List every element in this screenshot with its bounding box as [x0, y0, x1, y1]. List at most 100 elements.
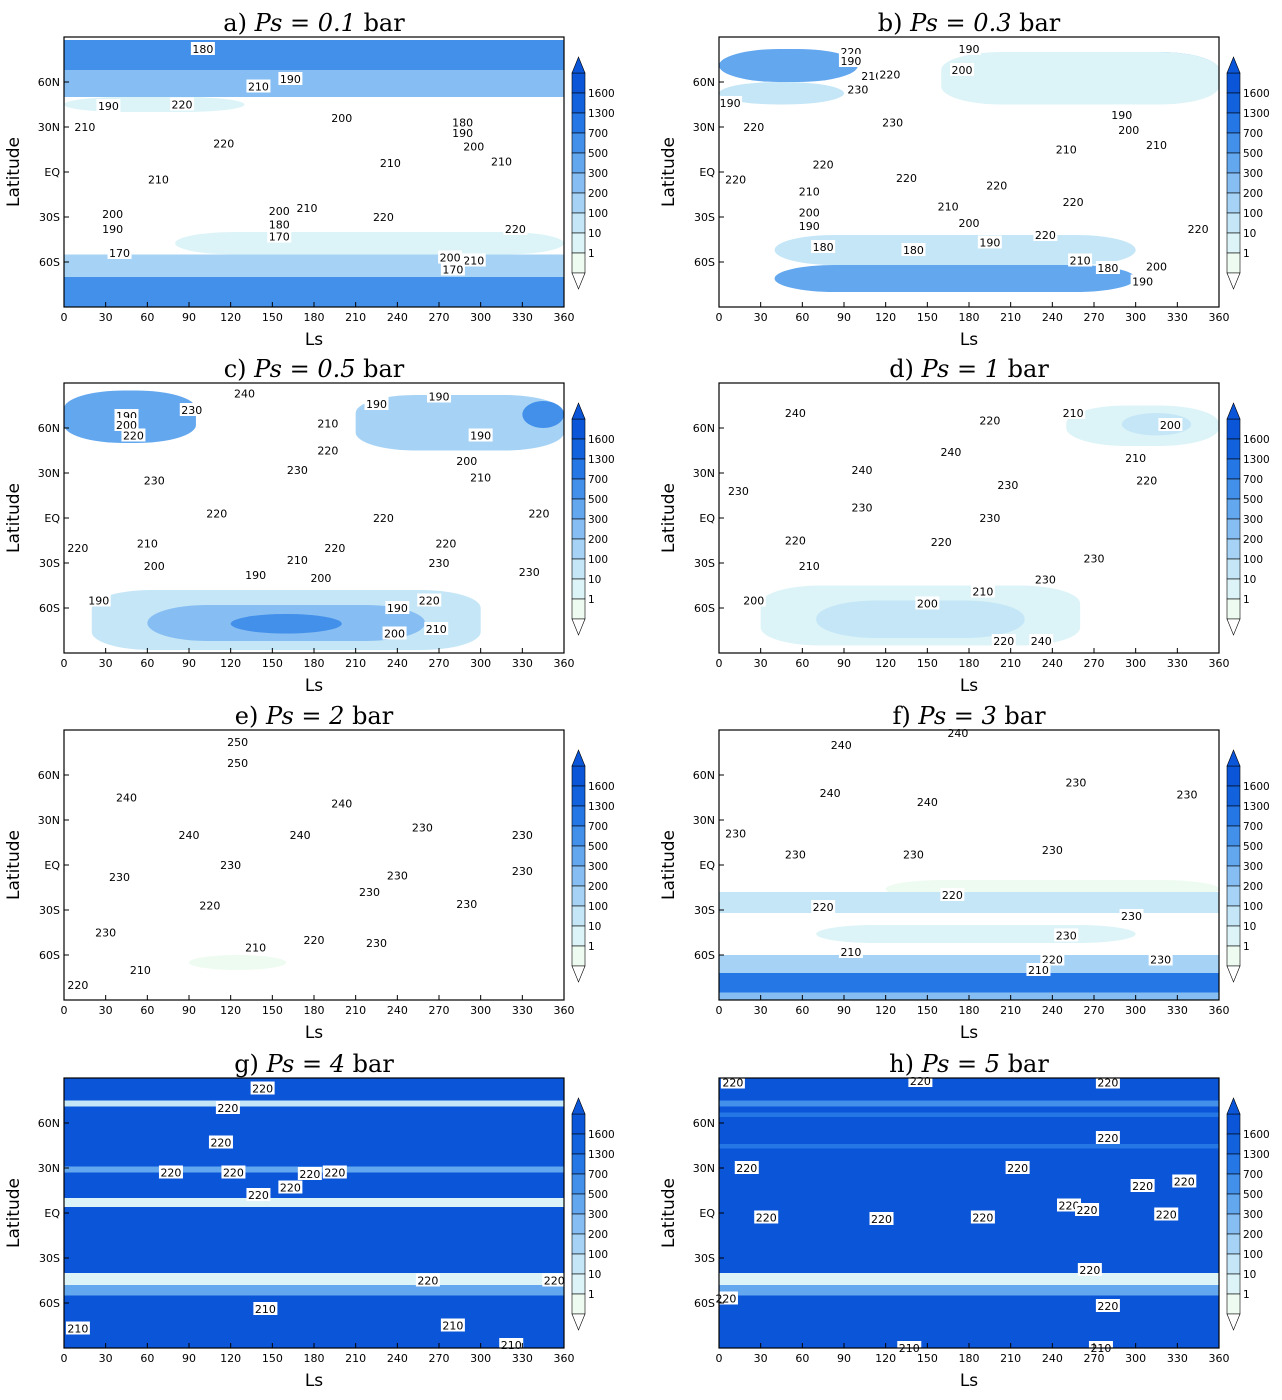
contour-label: 220: [754, 1210, 779, 1225]
contour-label: 170: [267, 229, 292, 244]
svg-text:210: 210: [938, 201, 959, 214]
svg-text:220: 220: [879, 69, 900, 82]
x-tick-label: 300: [470, 1352, 491, 1365]
svg-text:230: 230: [979, 512, 1000, 525]
contour-label: 210: [285, 553, 310, 567]
x-tick-label: 90: [837, 1352, 851, 1365]
x-tick-label: 240: [387, 1004, 408, 1017]
colorbar-segment: [1226, 905, 1241, 927]
svg-text:220: 220: [213, 138, 234, 151]
svg-text:180: 180: [192, 43, 213, 56]
colorbar-label: 1600: [1243, 88, 1270, 100]
colorbar-label: 10: [588, 921, 601, 933]
svg-text:210: 210: [972, 586, 993, 599]
colorbar-segment: [1226, 418, 1241, 440]
contour-label: 190: [468, 428, 493, 443]
y-tick-label: 30S: [694, 904, 715, 917]
svg-text:220: 220: [715, 1293, 736, 1306]
contour-label: 240: [818, 786, 843, 800]
svg-text:220: 220: [1007, 1162, 1028, 1175]
contour-label: 220: [1134, 473, 1159, 488]
y-tick-label: 30S: [39, 904, 60, 917]
colorbar-segment: [571, 1193, 586, 1215]
x-tick-label: 60: [140, 657, 154, 670]
colorbar-label: 1: [1243, 1289, 1250, 1301]
contour-label: 210: [489, 154, 514, 169]
shading-band: [719, 1100, 1219, 1107]
contour-label: 220: [977, 413, 1002, 428]
contour-label: 230: [1148, 952, 1173, 967]
contour-label: 230: [726, 484, 751, 498]
y-tick-label: EQ: [699, 859, 715, 872]
x-tick-label: 90: [182, 1352, 196, 1365]
x-tick-label: 90: [182, 1004, 196, 1017]
colorbar-segment: [1226, 1233, 1241, 1255]
colorbar-label: 300: [1243, 861, 1263, 873]
contour-label: 220: [65, 978, 90, 992]
colorbar-segment: [1226, 865, 1241, 887]
contour-label: 190: [86, 593, 111, 608]
x-tick-label: 330: [1167, 657, 1188, 670]
contour-label: 220: [433, 536, 458, 551]
y-tick-label: 60S: [694, 949, 715, 962]
colorbar-label: 1300: [1243, 454, 1270, 466]
colorbar-label: 10: [588, 574, 601, 586]
svg-text:220: 220: [505, 223, 526, 236]
x-tick-label: 210: [345, 657, 366, 670]
svg-text:210: 210: [287, 554, 308, 567]
colorbar-label: 10: [1243, 574, 1256, 586]
contour-label: 230: [783, 847, 808, 862]
y-axis-label: Latitude: [659, 830, 679, 900]
x-tick-label: 60: [795, 1352, 809, 1365]
contour-label: 240: [329, 796, 354, 811]
contour-label: 210: [838, 945, 863, 959]
colorbar-label: 1600: [1243, 1129, 1270, 1141]
x-tick-label: 270: [1084, 657, 1105, 670]
contour-label: 220: [1057, 1198, 1081, 1213]
colorbar-segment: [571, 518, 586, 540]
contour-label: 180: [450, 115, 475, 130]
svg-text:230: 230: [1150, 954, 1171, 967]
svg-text:200: 200: [959, 217, 980, 230]
colorbar-label: 500: [1243, 1189, 1263, 1201]
svg-text:180: 180: [269, 219, 290, 232]
colorbar-label: 1600: [588, 781, 615, 793]
svg-text:220: 220: [986, 180, 1007, 193]
contour-label: 220: [65, 541, 90, 555]
colorbar-segment: [1226, 785, 1241, 807]
svg-text:210: 210: [74, 121, 95, 134]
panel-title: e) Ps = 2 bar: [235, 702, 394, 730]
colorbar-segment: [1226, 1133, 1241, 1155]
svg-text:210: 210: [255, 1303, 276, 1316]
svg-text:200: 200: [144, 560, 165, 573]
colorbar-label: 1600: [588, 1129, 615, 1141]
colorbar-segment: [571, 1293, 586, 1315]
svg-text:230: 230: [882, 117, 903, 130]
x-tick-label: 210: [1000, 657, 1021, 670]
svg-text:180: 180: [452, 117, 473, 130]
svg-text:240: 240: [290, 829, 311, 842]
contour-label: 230: [850, 500, 875, 515]
svg-text:230: 230: [847, 84, 868, 97]
colorbar-segment: [1226, 945, 1241, 967]
contour-label: 230: [410, 820, 435, 835]
svg-text:200: 200: [1118, 124, 1139, 137]
colorbar-segment: [1226, 212, 1241, 234]
y-axis-label: Latitude: [659, 483, 679, 553]
x-tick-label: 0: [61, 1352, 68, 1365]
colorbar-segment: [1226, 152, 1241, 174]
panel-title: a) Ps = 0.1 bar: [223, 9, 405, 37]
y-tick-label: 60S: [694, 602, 715, 615]
svg-text:210: 210: [426, 623, 447, 636]
x-tick-label: 60: [795, 657, 809, 670]
colorbar-label: 1: [588, 1289, 595, 1301]
contour-label: 220: [723, 172, 748, 187]
colorbar-segment: [571, 905, 586, 927]
x-tick-label: 150: [917, 657, 938, 670]
contour-label: 240: [850, 463, 875, 477]
contour-label: 220: [527, 506, 551, 521]
colorbar-label: 100: [588, 554, 608, 566]
